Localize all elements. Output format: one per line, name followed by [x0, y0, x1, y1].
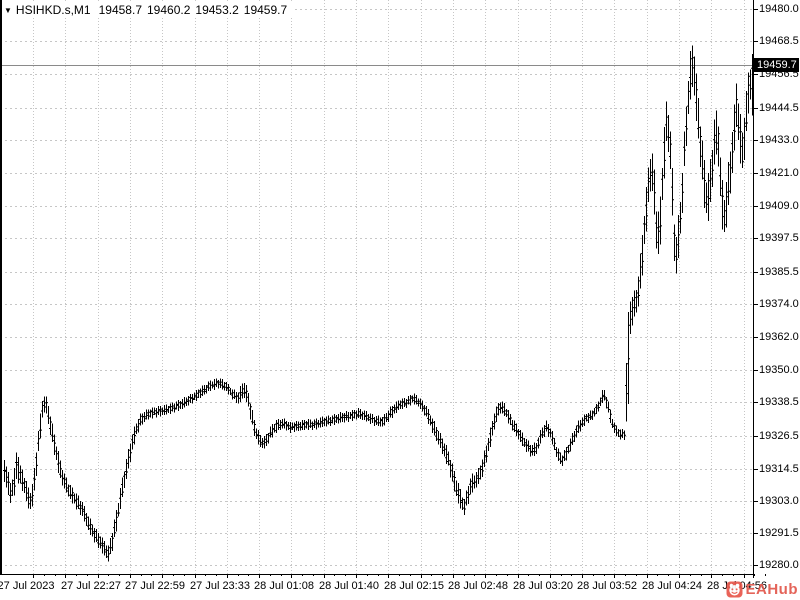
price-axis-label: 19374.0	[759, 297, 799, 310]
current-price-tag: 19459.7	[753, 58, 799, 72]
time-axis-label: 28 Jul 03:52	[577, 580, 637, 592]
price-axis-label: 19409.0	[759, 200, 799, 213]
ohlc-high-value: 19460.2	[147, 3, 191, 17]
time-axis-label: 27 Jul 22:27	[61, 580, 121, 592]
price-axis-label: 19421.0	[759, 167, 799, 180]
time-axis-label: 27 Jul 2023	[0, 580, 55, 592]
time-axis-label: 28 Jul 02:48	[448, 580, 508, 592]
price-axis-label: 19433.0	[759, 133, 799, 146]
price-axis-label: 19314.5	[759, 463, 799, 476]
time-axis-label: 28 Jul 04:24	[642, 580, 702, 592]
price-axis-label: 19480.0	[759, 3, 799, 15]
price-axis-label: 19468.5	[759, 34, 799, 47]
chart-title: ▼ HSIHKD.s,M1 19458.7 19460.2 19453.2 19459.7	[4, 3, 296, 18]
price-axis-label: 19280.0	[759, 559, 799, 571]
price-axis-label: 19338.5	[759, 396, 799, 409]
time-axis-label: 28 Jul 01:40	[319, 580, 379, 592]
symbol-dropdown-icon[interactable]: ▼	[4, 6, 12, 15]
price-axis-label: 19303.0	[759, 495, 799, 508]
time-axis-label: 27 Jul 23:33	[190, 580, 250, 592]
price-axis-label: 19350.0	[759, 364, 799, 377]
price-axis-label: 19444.5	[759, 101, 799, 114]
ohlc-open-value: 19458.7	[98, 3, 142, 17]
eahub-watermark: EAHub	[726, 581, 799, 598]
time-axis-label: 28 Jul 02:15	[384, 580, 444, 592]
ohlc-close-value: 19459.7	[243, 3, 288, 17]
price-axis-label: 19291.5	[759, 527, 799, 540]
eahub-logo-text: EAHub	[745, 581, 798, 598]
time-axis-label: 28 Jul 01:08	[254, 580, 314, 592]
time-axis-label: 28 Jul 03:20	[513, 580, 573, 592]
symbol-timeframe-label: HSIHKD.s,M1	[15, 3, 91, 17]
price-axis-label: 19397.5	[759, 232, 799, 245]
price-axis-label: 19362.0	[759, 331, 799, 344]
price-axis-label: 19385.5	[759, 265, 799, 278]
ohlc-low-value: 19453.2	[195, 3, 239, 17]
eahub-logo-icon	[726, 581, 742, 598]
price-axis-label: 19326.5	[759, 429, 799, 442]
time-axis-label: 27 Jul 22:59	[125, 580, 185, 592]
